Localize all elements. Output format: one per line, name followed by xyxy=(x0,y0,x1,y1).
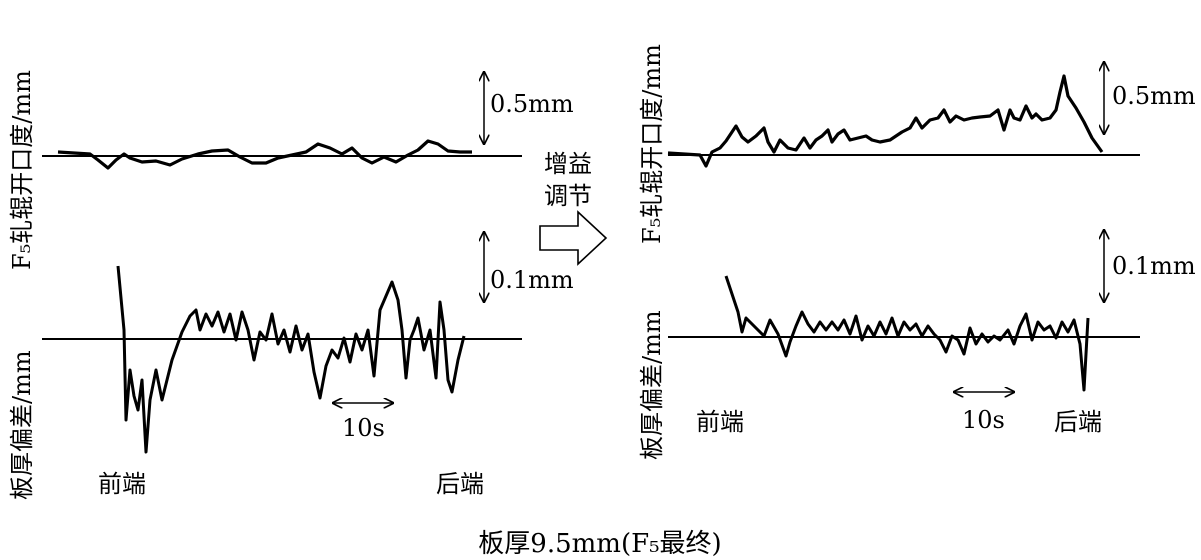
gain-label-line1: 增益 xyxy=(544,150,592,178)
figure-caption: 板厚9.5mm(F₅最终) xyxy=(478,529,721,559)
left-thickness-trace xyxy=(116,265,466,454)
right-panel: F₅轧辊开口度/mm 板厚偏差/mm 0.5mm 0.1mm 10s 前端 后端 xyxy=(638,44,1196,460)
left-time-scale-label: 10s xyxy=(342,414,385,442)
right-rear-end-label: 后端 xyxy=(1054,408,1102,436)
right-arrow-icon xyxy=(539,210,608,266)
left-panel: F₅轧辊开口度/mm 板厚偏差/mm 0.5mm 0.1mm 10s 前端 后端 xyxy=(8,70,574,500)
right-thickness-trace xyxy=(724,275,1090,392)
right-gap-axis-label: F₅轧辊开口度/mm xyxy=(638,44,666,244)
left-gap-axis-label: F₅轧辊开口度/mm xyxy=(8,70,36,270)
left-gap-scale-label: 0.5mm xyxy=(490,90,574,118)
left-front-end-label: 前端 xyxy=(98,470,146,498)
left-thickness-scale-label: 0.1mm xyxy=(490,266,574,294)
left-gap-trace xyxy=(57,139,472,170)
left-thickness-axis-label: 板厚偏差/mm xyxy=(8,350,36,500)
gain-label-line2: 调节 xyxy=(544,182,592,210)
right-gap-trace xyxy=(667,74,1104,168)
left-rear-end-label: 后端 xyxy=(436,470,484,498)
right-time-scale-label: 10s xyxy=(962,406,1005,434)
right-front-end-label: 前端 xyxy=(696,408,744,436)
right-thickness-axis-label: 板厚偏差/mm xyxy=(638,310,666,460)
gain-adjust-indicator: 增益 调节 xyxy=(539,150,608,266)
right-gap-scale-label: 0.5mm xyxy=(1112,82,1196,110)
right-thickness-scale-label: 0.1mm xyxy=(1112,252,1196,280)
